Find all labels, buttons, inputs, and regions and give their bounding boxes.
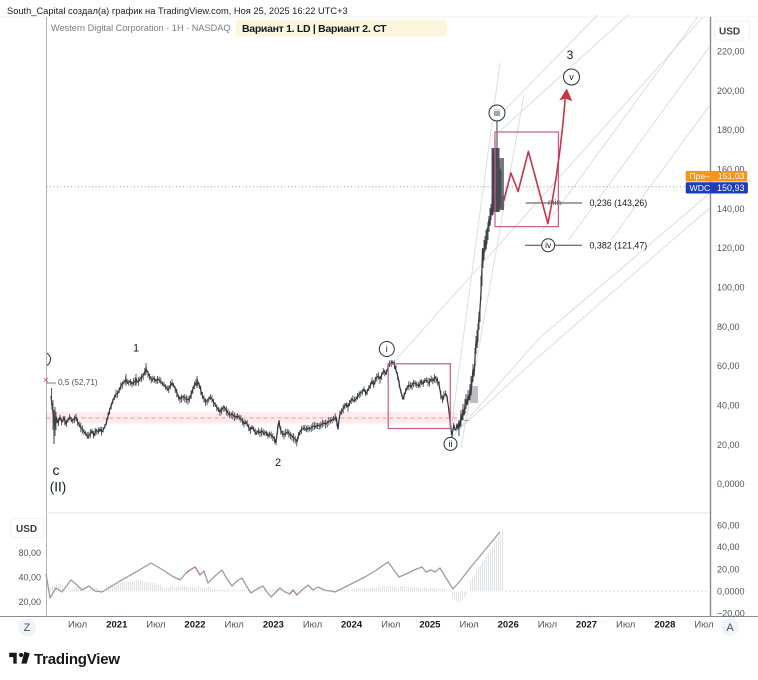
svg-text:2026: 2026 <box>498 620 519 631</box>
svg-text:2028: 2028 <box>654 620 675 631</box>
svg-text:c: c <box>53 462 60 478</box>
svg-text:(II): (II) <box>50 480 67 495</box>
svg-text:1: 1 <box>133 343 139 355</box>
svg-text:20,00: 20,00 <box>717 440 740 450</box>
svg-text:USD: USD <box>16 524 37 535</box>
svg-text:Июл: Июл <box>459 620 478 631</box>
svg-text:2022: 2022 <box>184 620 205 631</box>
svg-text:A: A <box>726 622 734 634</box>
svg-text:0,382 (121,47): 0,382 (121,47) <box>590 240 648 250</box>
svg-text:USD: USD <box>719 27 740 38</box>
svg-text:40,00: 40,00 <box>18 573 41 583</box>
svg-text:3: 3 <box>567 48 574 62</box>
svg-text:2023: 2023 <box>263 620 284 631</box>
svg-text:2021: 2021 <box>106 620 128 631</box>
svg-text:Июл: Июл <box>381 620 400 631</box>
svg-text:200,00: 200,00 <box>717 86 745 96</box>
svg-text:20,00: 20,00 <box>18 597 41 607</box>
svg-text:i: i <box>386 344 388 354</box>
svg-text:2: 2 <box>275 457 281 469</box>
svg-text:60,00: 60,00 <box>717 520 740 530</box>
svg-text:0,236 (143,26): 0,236 (143,26) <box>590 198 648 208</box>
svg-text:South_Capital создал(а) график: South_Capital создал(а) график на Tradin… <box>7 6 348 16</box>
svg-text:Июл: Июл <box>146 620 165 631</box>
svg-text:Июл: Июл <box>225 620 244 631</box>
svg-text:0,0000: 0,0000 <box>717 479 745 489</box>
svg-text:Июл: Июл <box>68 620 87 631</box>
svg-text:150,93: 150,93 <box>717 183 745 193</box>
svg-text:160,00: 160,00 <box>717 165 745 175</box>
svg-text:60,00: 60,00 <box>717 361 740 371</box>
svg-text:−20,00: −20,00 <box>717 608 745 618</box>
svg-text:120,00: 120,00 <box>717 243 745 253</box>
svg-text:2025: 2025 <box>419 620 441 631</box>
svg-text:80,00: 80,00 <box>717 322 740 332</box>
svg-text:ii: ii <box>449 439 453 449</box>
svg-text:20,00: 20,00 <box>717 564 740 574</box>
svg-text:TradingView: TradingView <box>34 651 120 668</box>
svg-text:100,00: 100,00 <box>717 283 745 293</box>
svg-text:80,00: 80,00 <box>18 548 41 558</box>
svg-text:2027: 2027 <box>576 620 597 631</box>
svg-text:Вариант 1. LD | Вариант 2. СТ: Вариант 1. LD | Вариант 2. СТ <box>242 23 387 35</box>
svg-text:40,00: 40,00 <box>717 542 740 552</box>
svg-text:WDC: WDC <box>690 183 711 193</box>
svg-text:0,5 (52,71): 0,5 (52,71) <box>58 378 98 387</box>
svg-text:Июл: Июл <box>538 620 557 631</box>
svg-text:Western Digital Corporation ·: Western Digital Corporation · 1H · NASDA… <box>51 23 231 33</box>
svg-text:iii: iii <box>494 108 500 118</box>
svg-text:Z: Z <box>24 622 31 634</box>
svg-text:Пре–: Пре– <box>690 171 711 181</box>
svg-text:2024: 2024 <box>341 620 363 631</box>
svg-text:Июл: Июл <box>303 620 322 631</box>
svg-text:min: min <box>548 198 561 207</box>
svg-text:Июл: Июл <box>616 620 635 631</box>
svg-text:Июл: Июл <box>694 620 713 631</box>
svg-text:180,00: 180,00 <box>717 125 745 135</box>
svg-text:151,03: 151,03 <box>718 171 745 181</box>
svg-text:v: v <box>569 72 574 82</box>
svg-text:iv: iv <box>545 240 552 250</box>
svg-text:140,00: 140,00 <box>717 204 745 214</box>
svg-text:0,0000: 0,0000 <box>717 587 745 597</box>
svg-text:40,00: 40,00 <box>717 401 740 411</box>
svg-text:220,00: 220,00 <box>717 47 745 57</box>
